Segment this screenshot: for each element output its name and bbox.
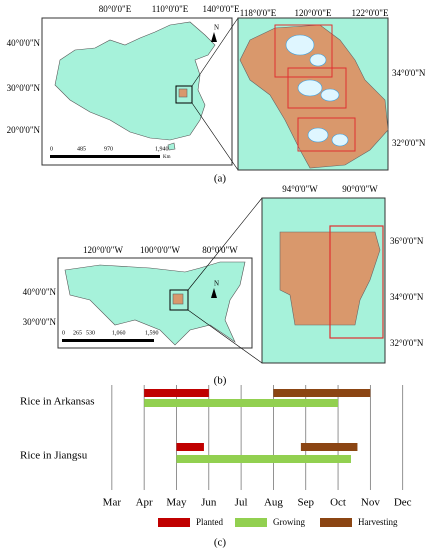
lat-label: 34°0'0"N	[392, 68, 426, 78]
lon-label: 120°0'0"E	[295, 8, 332, 18]
x-tick-label: Oct	[330, 497, 346, 509]
scale-bar	[62, 339, 154, 342]
x-tick-label: Sep	[297, 497, 314, 509]
scale-label: 1,060	[112, 330, 126, 336]
study-boxes	[274, 24, 356, 152]
scale-label: 0	[62, 330, 65, 336]
bar	[144, 389, 209, 397]
x-tick-label: Apr	[136, 497, 153, 509]
scale-label: 265	[73, 330, 82, 336]
jiangsu-inset	[239, 24, 389, 169]
lon-label: 122°0'0"E	[352, 8, 389, 18]
north-arrow-icon	[211, 32, 217, 42]
bar	[176, 443, 204, 451]
lat-label: 30°0'0"N	[7, 83, 41, 93]
bar	[273, 389, 371, 397]
x-tick-label: Aug	[264, 497, 283, 509]
lon-label: 100°0'0"W	[140, 245, 180, 255]
bar	[144, 399, 339, 407]
lat-label: 40°0'0"N	[23, 287, 57, 297]
category-label: Rice in Jiangsu	[20, 450, 88, 462]
scale-label: 1,940	[155, 146, 169, 152]
bar	[176, 455, 351, 463]
x-tick-label: Dec	[394, 497, 412, 509]
x-tick-label: Jun	[201, 497, 217, 509]
caption: (a)	[214, 173, 227, 185]
lat-label: 36°0'0"N	[390, 236, 424, 246]
lon-label: 118°0'0"E	[240, 8, 277, 18]
x-tick-label: Jul	[235, 497, 248, 509]
north-arrow-icon	[211, 288, 217, 298]
rice-areas	[285, 34, 349, 147]
lat-label: 34°0'0"N	[390, 292, 424, 302]
connector	[191, 17, 239, 87]
bar	[300, 443, 358, 451]
scale-label: 530	[86, 330, 95, 336]
connector	[187, 197, 263, 291]
lon-label: 80°0'0"W	[202, 245, 238, 255]
lat-label: 20°0'0"N	[7, 125, 41, 135]
lon-label: 110°0'0"E	[152, 4, 189, 14]
category-label: Rice in Arkansas	[20, 396, 95, 408]
scale-label: 0	[50, 146, 53, 152]
lon-label: 140°0'0"E	[203, 4, 240, 14]
scale-bar	[50, 155, 160, 158]
lon-label: 80°0'0"E	[99, 4, 132, 14]
jiangsu	[178, 88, 188, 98]
north-arrow: N	[214, 24, 219, 32]
lat-label: 40°0'0"N	[7, 38, 41, 48]
usa-outline	[64, 261, 246, 346]
caption: (b)	[214, 375, 227, 387]
lat-label: 32°0'0"N	[392, 138, 426, 148]
lon-label: 94°0'0"W	[282, 184, 318, 194]
lat-label: 32°0'0"N	[390, 338, 424, 348]
lat-label: 30°0'0"N	[23, 317, 57, 327]
legend-swatch	[235, 518, 267, 527]
legend-swatch	[320, 518, 352, 527]
caption: (c)	[214, 537, 227, 549]
arkansas	[172, 293, 184, 305]
x-tick-label: May	[166, 497, 187, 509]
legend-label: Planted	[196, 517, 223, 527]
lon-label: 90°0'0"W	[342, 184, 378, 194]
scale-label: 1,590	[145, 330, 159, 336]
connector	[191, 102, 239, 171]
north-arrow: N	[214, 280, 219, 288]
lon-label: 120°0'0"W	[83, 245, 123, 255]
legend-label: Growing	[273, 517, 305, 527]
scale-unit: Km	[163, 155, 171, 160]
island	[167, 142, 176, 151]
locator-box	[175, 85, 193, 104]
connector	[187, 309, 263, 364]
scale-label: 970	[104, 146, 113, 152]
x-tick-label: Mar	[103, 497, 122, 509]
china-outline	[54, 21, 216, 141]
scale-label: 485	[77, 146, 86, 152]
study-box	[329, 225, 384, 339]
x-tick-label: Nov	[361, 497, 380, 509]
legend-swatch	[158, 518, 190, 527]
locator-box	[169, 289, 189, 311]
legend-label: Harvesting	[358, 517, 398, 527]
